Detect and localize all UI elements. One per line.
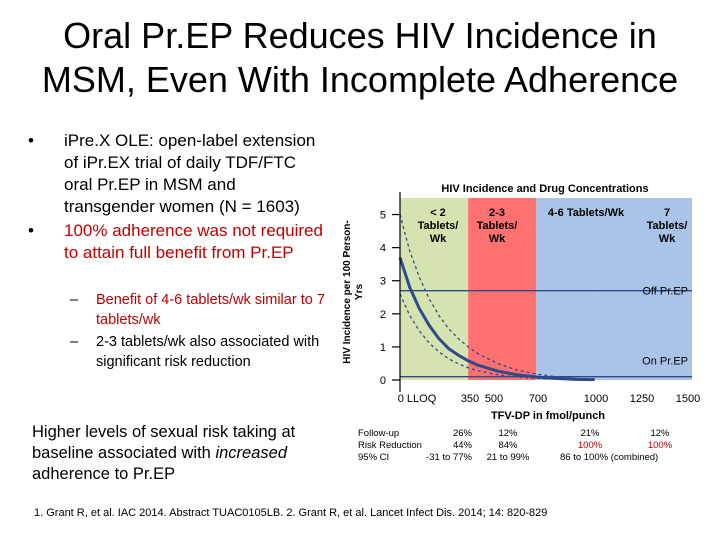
band-label-2: 2-3 Tablets/Wk [477,207,518,245]
band-3 [536,198,595,380]
note-text: Higher levels of sexual risk taking at b… [32,422,332,485]
bullet-item-2: • 100% adherence was not required to att… [28,220,328,264]
stats-col-1: 26% 44% -31 to 77% [420,428,472,464]
stats-col-3: 21% 100% 86 to 100% (combined) [560,428,659,464]
title-line-1: Oral Pr.EP Reduces HIV Incidence in [63,15,657,56]
sub-bullet-item-1: – Benefit of 4-6 tablets/wk similar to 7… [70,290,340,330]
y-tick-label: 3 [380,276,386,288]
stats-value: 12% [498,428,518,439]
stats-value: -31 to 77% [426,452,472,463]
bullet-dot: • [28,221,34,240]
x-tick-label: 1500 [676,393,700,405]
stats-col-4: 12% 100% [630,428,690,452]
y-tick-label: 2 [380,309,386,321]
bullet-dot: • [28,131,34,150]
band-label-3: 4-6 Tablets/Wk [548,207,625,219]
stats-row-labels: Follow-up Risk Reduction 95% CI [358,428,422,464]
x-tick-label: 500 [485,393,503,405]
y-tick-label: 5 [380,210,386,222]
stats-value: 86 to 100% (combined) [560,452,659,463]
x-axis-label: TFV-DP in fmol/punch [491,410,605,422]
stats-value: 21% [580,428,600,439]
reference-label-1: Off Pr.EP [642,286,688,298]
x-tick-label: 1250 [630,393,654,405]
x-tick-label: 1000 [584,393,608,405]
y-tick-label: 4 [380,243,386,255]
band-2 [468,198,537,380]
note-emphasis: increased [215,444,287,462]
slide-title: Oral Pr.EP Reduces HIV Incidence in MSM,… [0,14,720,102]
sub-bullet-text: 2-3 tablets/wk also associated with sign… [96,334,320,370]
bullet-list: • iPre.X OLE: open-label extension of iP… [28,130,328,266]
note-pre: Higher levels of sexual risk taking at b… [32,423,296,462]
stats-value: 12% [650,428,670,439]
reference-label-2: On Pr.EP [642,356,688,368]
reference-text: 1. Grant R, et al. IAC 2014. Abstract TU… [34,507,548,519]
band-label-1: < 2 Tablets/Wk [418,207,459,245]
title-line-2: MSM, Even With Incomplete Adherence [41,59,679,100]
sub-bullet-text: Benefit of 4-6 tablets/wk similar to 7 t… [96,292,325,328]
sub-bullet-list: – Benefit of 4-6 tablets/wk similar to 7… [70,290,340,374]
stats-value: 84% [498,440,518,451]
stats-label: Risk Reduction [358,440,422,451]
bullet-text: 100% adherence was not required to attai… [64,221,323,262]
bullet-text: iPre.X OLE: open-label extension of iPr.… [64,131,316,216]
y-tick-label: 0 [380,375,386,387]
stats-value: 44% [452,440,472,451]
stats-label: 95% CI [358,452,390,463]
x-tick-label: 700 [529,393,547,405]
bullet-item-1: • iPre.X OLE: open-label extension of iP… [28,130,328,218]
stats-value: 100% [577,440,603,451]
sub-bullet-dash: – [70,334,79,350]
stats-col-2: 12% 84% 21 to 99% [478,428,538,464]
x-tick-label: 0 LLOQ [398,393,437,405]
note-post: adherence to Pr.EP [32,465,176,483]
incidence-curve-3 [399,293,595,381]
sub-bullet-dash: – [70,292,79,308]
stats-label: Follow-up [358,428,400,439]
stats-value: 21 to 99% [486,452,530,463]
y-axis-label: HIV Incidence per 100 Person-Yrs [342,220,365,363]
x-tick-label: 350 [461,393,479,405]
incidence-curve-2 [398,257,595,382]
stats-value: 100% [647,440,673,451]
incidence-curve-1 [399,214,595,380]
chart-title: HIV Incidence and Drug Concentrations [441,183,648,195]
band-label-4: 7 Tablets/Wk [647,207,688,245]
y-tick-label: 1 [380,342,386,354]
sub-bullet-item-2: – 2-3 tablets/wk also associated with si… [70,332,340,372]
band-4 [594,198,692,380]
stats-value: 26% [452,428,472,439]
